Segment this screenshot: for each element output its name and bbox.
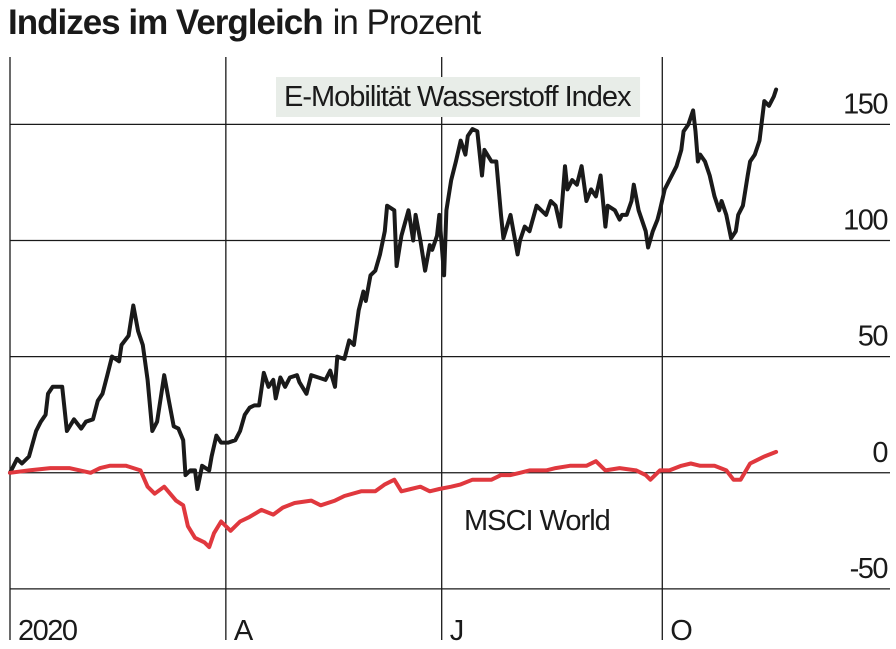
chart-title: Indizes im Vergleich xyxy=(8,3,323,42)
x-tick-label: A xyxy=(234,615,254,647)
x-tick-label: O xyxy=(670,615,692,647)
legend: E-Mobilität Wasserstoff Index MSCI World xyxy=(276,77,641,537)
lines xyxy=(8,87,779,550)
x-tick-label: 2020 xyxy=(18,615,77,647)
y-tick-label: 50 xyxy=(858,321,888,353)
y-tick-label: 0 xyxy=(872,437,887,469)
y-tick-label: -50 xyxy=(850,553,888,585)
chart-subtitle: in Prozent xyxy=(333,3,482,42)
legend-box xyxy=(276,77,641,117)
series-line xyxy=(8,449,779,550)
x-tick-label: J xyxy=(450,615,463,647)
series-line xyxy=(8,87,779,491)
legend-label: MSCI World xyxy=(464,505,610,537)
legend-label: E-Mobilität Wasserstoff Index xyxy=(284,81,632,113)
y-tick-label: 150 xyxy=(843,88,887,120)
y-tick-label: 100 xyxy=(843,204,887,236)
grid: -50 0 50 100 150 2020 A J O xyxy=(9,57,890,647)
chart-heading: Indizes im Vergleich in Prozent xyxy=(8,3,481,42)
